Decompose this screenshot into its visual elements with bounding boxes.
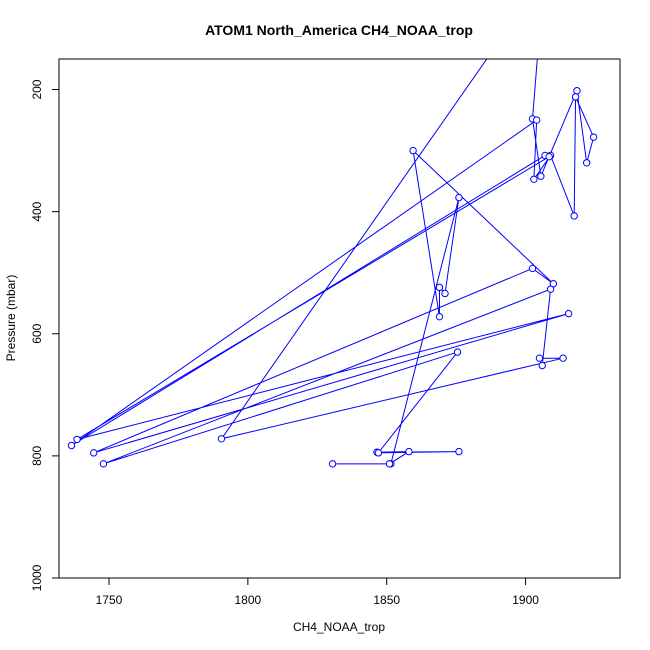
data-point bbox=[90, 449, 98, 457]
data-point bbox=[67, 441, 76, 450]
data-point bbox=[453, 348, 462, 356]
data-point bbox=[435, 312, 444, 321]
data-point bbox=[99, 460, 108, 468]
data-point bbox=[582, 159, 591, 167]
data-point bbox=[546, 285, 555, 293]
y-tick-label: 600 bbox=[30, 323, 44, 343]
x-tick-label: 1750 bbox=[96, 593, 123, 607]
data-point bbox=[589, 133, 598, 141]
data-point bbox=[530, 175, 538, 183]
x-tick-label: 1800 bbox=[234, 593, 261, 607]
data-point bbox=[217, 435, 226, 443]
y-tick-label: 200 bbox=[30, 79, 44, 99]
x-axis: 1750 1800 1850 1900 bbox=[96, 577, 539, 607]
series-layer bbox=[67, 59, 598, 468]
data-point bbox=[328, 460, 337, 468]
data-point bbox=[374, 449, 383, 457]
y-axis-label: Pressure (mbar) bbox=[4, 275, 18, 362]
data-point bbox=[528, 264, 537, 273]
data-point bbox=[573, 87, 581, 95]
y-tick-label: 800 bbox=[30, 446, 44, 466]
data-point bbox=[564, 309, 573, 318]
data-point bbox=[441, 289, 449, 298]
data-point bbox=[559, 354, 567, 362]
data-point bbox=[537, 172, 545, 180]
x-tick-label: 1900 bbox=[512, 593, 539, 607]
data-point bbox=[571, 93, 580, 101]
data-point bbox=[545, 152, 553, 161]
data-point bbox=[535, 354, 544, 362]
data-point bbox=[405, 447, 413, 456]
data-point bbox=[532, 116, 541, 124]
data-point bbox=[570, 212, 578, 220]
x-tick-label: 1850 bbox=[373, 593, 400, 607]
x-axis-label: CH4_NOAA_trop bbox=[293, 620, 385, 634]
data-point bbox=[435, 283, 444, 292]
y-tick-label: 400 bbox=[30, 201, 44, 221]
data-point bbox=[73, 435, 81, 444]
data-point bbox=[455, 193, 463, 202]
data-point bbox=[455, 447, 463, 456]
chart-title: ATOM1 North_America CH4_NOAA_trop bbox=[205, 22, 473, 38]
data-point bbox=[409, 146, 417, 155]
data-point bbox=[385, 460, 394, 468]
y-tick-label: 1000 bbox=[30, 564, 44, 591]
series-line bbox=[71, 59, 595, 465]
data-point bbox=[538, 361, 546, 370]
y-axis: 200 400 600 800 1000 bbox=[30, 79, 60, 591]
